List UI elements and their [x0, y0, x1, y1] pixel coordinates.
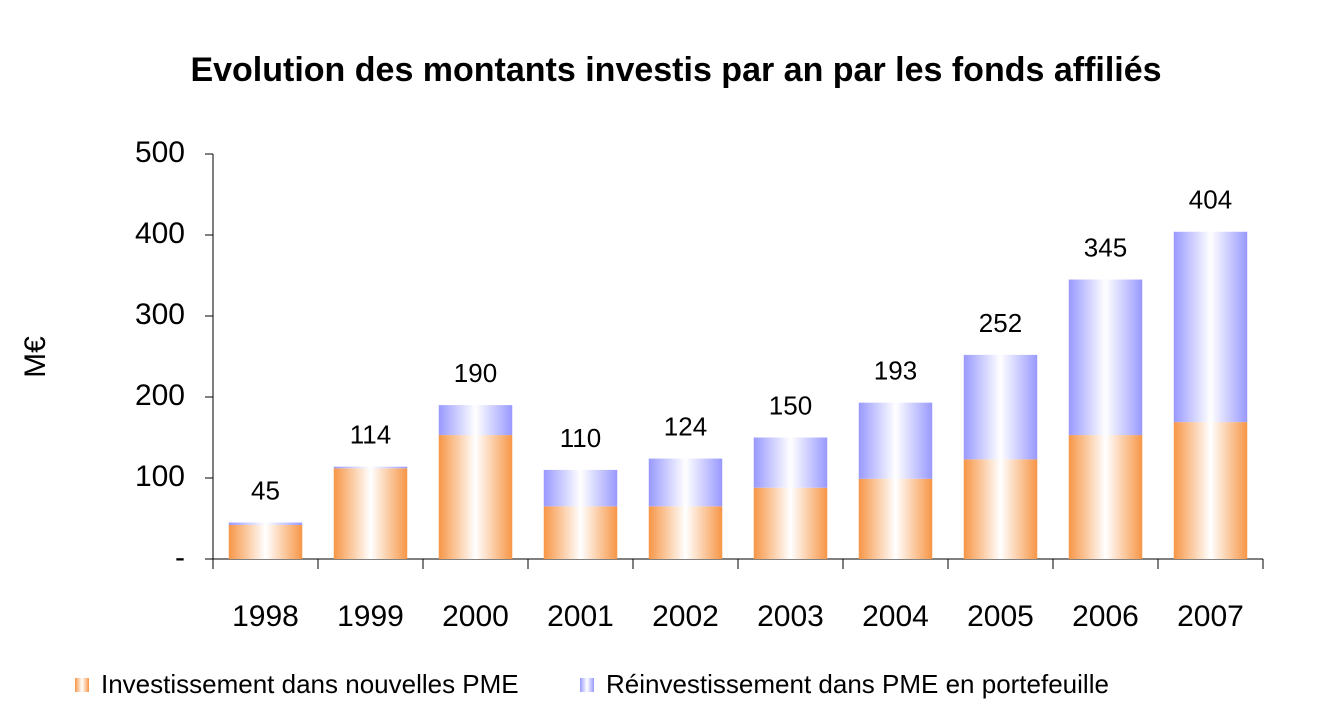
total-label: 252: [979, 308, 1022, 338]
legend-swatch: [580, 678, 594, 692]
total-label: 114: [350, 420, 391, 450]
total-label: 345: [1084, 232, 1127, 262]
legend-label: Réinvestissement dans PME en portefeuill…: [606, 669, 1109, 699]
bar-segment: [648, 506, 723, 559]
y-tick-label: 200: [135, 379, 185, 412]
bar-segment: [648, 458, 723, 507]
bar-segment: [1068, 279, 1143, 436]
total-label: 124: [664, 411, 707, 441]
bar-segment: [1173, 422, 1248, 559]
bar-segment: [1068, 435, 1143, 559]
bar-segment: [543, 469, 618, 507]
bar-segment: [438, 405, 513, 436]
y-tick-label: 300: [135, 298, 185, 331]
bar-segment: [858, 402, 933, 479]
x-tick-label: 2002: [652, 600, 719, 633]
bar-segment: [228, 524, 303, 559]
bar-segment: [753, 437, 828, 488]
y-tick-label: -: [175, 541, 185, 574]
total-label: 45: [251, 475, 280, 505]
x-tick-label: 2004: [862, 600, 929, 633]
x-tick-label: 2003: [757, 600, 824, 633]
y-tick-label: 400: [135, 217, 185, 250]
total-label: 190: [454, 358, 497, 388]
chart-title: Evolution des montants investis par an p…: [190, 51, 1162, 89]
x-tick-label: 2001: [547, 600, 614, 633]
bar-segment: [963, 459, 1038, 559]
x-tick-label: 2005: [967, 600, 1034, 633]
bar-segment: [543, 506, 618, 559]
y-tick-label: 100: [135, 460, 185, 493]
x-tick-label: 2006: [1072, 600, 1139, 633]
total-label: 193: [874, 356, 917, 386]
total-label: 404: [1189, 185, 1232, 215]
legend-swatch: [75, 678, 89, 692]
x-tick-label: 1999: [337, 600, 404, 633]
x-tick-label: 2000: [442, 600, 509, 633]
bar-segment: [438, 435, 513, 559]
bar-segment: [753, 487, 828, 559]
x-tick-label: 2007: [1177, 600, 1244, 633]
total-label: 110: [560, 423, 601, 453]
bar-segment: [333, 466, 408, 469]
bar-segment: [228, 522, 303, 525]
y-tick-label: 500: [135, 136, 185, 169]
bar-segment: [333, 468, 408, 559]
legend-label: Investissement dans nouvelles PME: [101, 669, 519, 699]
x-tick-label: 1998: [232, 600, 299, 633]
bar-segment: [858, 478, 933, 559]
total-label: 150: [769, 390, 812, 420]
y-axis-label: M€: [19, 336, 52, 378]
bar-segment: [963, 354, 1038, 460]
bar-segment: [1173, 231, 1248, 423]
